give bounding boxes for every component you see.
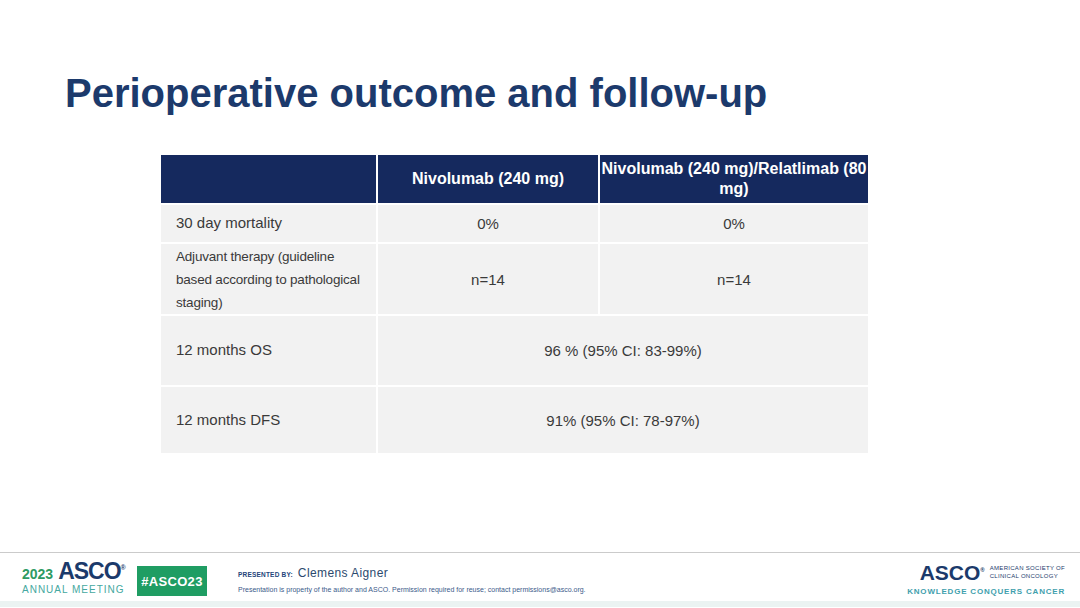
row-label: Adjuvant therapy (guideline based accord… <box>161 244 378 314</box>
table-header-row: Nivolumab (240 mg) Nivolumab (240 mg)/Re… <box>161 155 868 203</box>
table-row: Adjuvant therapy (guideline based accord… <box>161 244 868 314</box>
outcomes-table: Nivolumab (240 mg) Nivolumab (240 mg)/Re… <box>161 155 868 453</box>
registered-mark: ® <box>121 564 126 571</box>
asco-logo-text: ASCO® <box>920 562 985 583</box>
meeting-year: 2023 <box>22 566 53 582</box>
table-row: 30 day mortality 0% 0% <box>161 205 868 242</box>
slide-title: Perioperative outcome and follow-up <box>65 71 767 116</box>
disclaimer-text: Presentation is property of the author a… <box>238 586 586 593</box>
table-header-nivolumab: Nivolumab (240 mg) <box>378 155 600 203</box>
row-value-merged: 91% (95% CI: 78-97%) <box>378 387 868 453</box>
asco-wordmark: ASCO® <box>58 561 126 582</box>
row-value: 0% <box>600 205 868 242</box>
presenter-name: Clemens Aigner <box>298 566 388 580</box>
hashtag-badge: #ASCO23 <box>137 566 207 596</box>
asco-annual-meeting-logo: 2023 ASCO® ANNUAL MEETING <box>22 561 126 595</box>
tagline: KNOWLEDGE CONQUERS CANCER <box>907 587 1065 596</box>
presented-by-label: PRESENTED BY: <box>238 571 293 578</box>
table-header-nivolumab-relatlimab: Nivolumab (240 mg)/Relatlimab (80 mg) <box>600 155 868 203</box>
row-value: 0% <box>378 205 600 242</box>
row-label: 12 months DFS <box>161 387 378 453</box>
presented-by: PRESENTED BY: Clemens Aigner <box>238 566 388 580</box>
table-header-empty <box>161 155 378 203</box>
asco-society-logo: ASCO® AMERICAN SOCIETY OF CLINICAL ONCOL… <box>907 562 1065 596</box>
footer-divider <box>0 552 1080 553</box>
table-row: 12 months DFS 91% (95% CI: 78-97%) <box>161 387 868 453</box>
society-name: AMERICAN SOCIETY OF CLINICAL ONCOLOGY <box>990 564 1065 580</box>
row-label: 12 months OS <box>161 316 378 385</box>
annual-meeting-label: ANNUAL MEETING <box>22 584 126 595</box>
bottom-accent-strip <box>0 601 1080 607</box>
row-label: 30 day mortality <box>161 205 378 242</box>
row-value: n=14 <box>600 244 868 314</box>
table-row: 12 months OS 96 % (95% CI: 83-99%) <box>161 316 868 385</box>
row-value-merged: 96 % (95% CI: 83-99%) <box>378 316 868 385</box>
registered-mark: ® <box>980 567 984 573</box>
slide: Perioperative outcome and follow-up Nivo… <box>0 0 1080 608</box>
row-value: n=14 <box>378 244 600 314</box>
